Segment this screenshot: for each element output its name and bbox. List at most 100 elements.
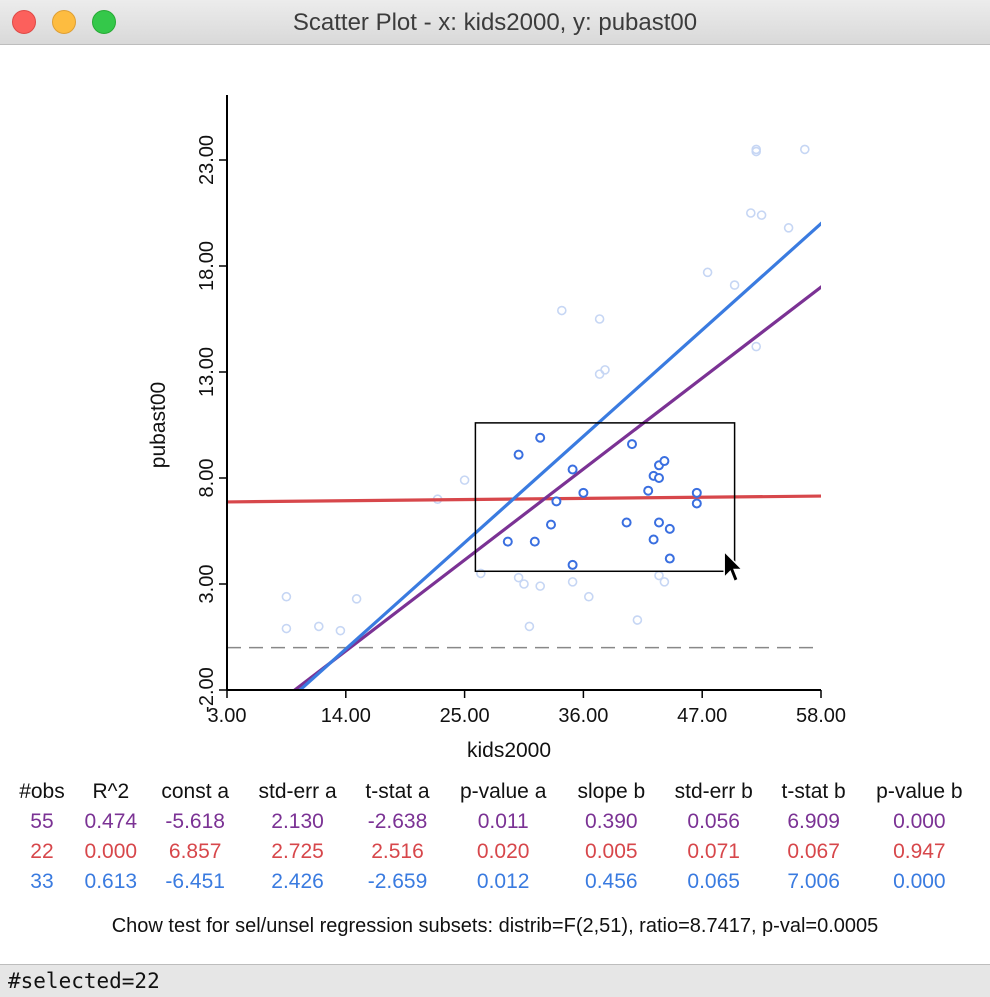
data-point-selected [691, 487, 702, 498]
stats-header-7: std-err b [674, 780, 753, 803]
stats-cell: -5.618 [165, 810, 225, 833]
stats-cell: 0.071 [687, 840, 740, 863]
data-point-selected [643, 485, 654, 496]
stats-row: 55 0.474 -5.618 2.130 -2.638 0.011 0.390 0.056 6… [10, 807, 980, 837]
data-point-unselected [729, 280, 740, 290]
stats-cell: 55 [30, 810, 54, 833]
selection-rectangle [474, 422, 736, 573]
y-tick-label: -2.00 [196, 667, 218, 713]
minimize-button[interactable] [52, 10, 76, 34]
data-point-unselected [799, 144, 810, 155]
data-point-unselected [313, 621, 324, 632]
zoom-button[interactable] [92, 10, 116, 34]
data-point-unselected [556, 305, 567, 316]
data-point-unselected [783, 223, 794, 233]
stats-row: 22 0.000 6.857 2.725 2.516 0.020 0.005 0.071 0.0… [10, 837, 980, 867]
stats-cell: 0.390 [585, 810, 638, 833]
scatter-plot-canvas[interactable]: 3.00 14.00 25.00 36.00 47.00 58.00-2.003.008.… [0, 44, 990, 774]
stats-cell: 0.020 [476, 840, 530, 863]
stats-cell: 2.426 [271, 870, 324, 893]
data-point-selected [567, 464, 578, 475]
stats-cell: 0.056 [687, 810, 740, 833]
data-point-unselected [281, 591, 292, 602]
data-point-selected [578, 487, 589, 498]
y-tick-label: 3.00 [196, 565, 218, 604]
status-bar: #selected=22 [0, 964, 990, 997]
data-point-selected [654, 517, 664, 528]
stats-cell: 0.474 [84, 810, 138, 833]
stats-header-row: #obs R^2 const a std-err a t-stat a p-value a… [10, 777, 980, 807]
y-tick-label: 18.00 [196, 241, 218, 291]
stats-cell: -2.638 [367, 810, 428, 833]
stats-header-9: p-value b [876, 780, 963, 803]
chow-test-text: Chow test for sel/unsel regression subse… [111, 915, 879, 937]
data-point-unselected [751, 341, 762, 352]
stats-header-8: t-stat b [781, 780, 846, 803]
regression-stats-table: #obs R^2 const a std-err a t-stat a p-value a… [10, 777, 980, 897]
stats-cell: 0.012 [476, 870, 530, 893]
data-point-unselected [351, 594, 362, 604]
stats-cell: 33 [30, 870, 54, 893]
stats-header-1: R^2 [92, 780, 130, 803]
data-point-unselected [519, 579, 529, 589]
data-point-unselected [745, 208, 756, 218]
data-point-unselected [459, 475, 470, 485]
data-point-unselected [594, 314, 605, 324]
data-point-unselected [567, 577, 578, 587]
stats-cell: 0.000 [84, 840, 138, 863]
data-point-unselected [756, 210, 767, 220]
data-point-selected [502, 536, 513, 547]
stats-cell: 2.516 [371, 840, 424, 863]
x-tick-label: 25.00 [440, 705, 490, 727]
stats-header-0: #obs [19, 780, 65, 803]
data-point-unselected [524, 621, 535, 632]
x-tick-label: 36.00 [558, 705, 608, 727]
close-button[interactable] [12, 10, 36, 34]
data-point-unselected [535, 581, 546, 591]
data-point-selected [621, 517, 632, 528]
regression-line-selected [297, 221, 821, 690]
data-point-selected [535, 432, 546, 443]
stats-cell: 0.011 [477, 810, 529, 833]
x-tick-label: 47.00 [677, 705, 727, 727]
x-tick-label: 58.00 [796, 705, 846, 727]
stats-cell: 0.947 [893, 840, 946, 863]
data-point-selected [529, 536, 540, 547]
stats-cell: -6.451 [165, 870, 225, 893]
window-title: Scatter Plot - x: kids2000, y: pubast00 [292, 9, 698, 36]
data-point-unselected [513, 572, 524, 583]
stats-header-5: p-value a [459, 780, 547, 803]
data-point-selected [513, 449, 524, 460]
stats-cell: 2.130 [271, 810, 324, 833]
x-tick-label: 14.00 [321, 705, 371, 727]
stats-cell: 0.005 [585, 840, 638, 863]
stats-header-6: slope b [577, 780, 646, 803]
data-point-unselected [281, 623, 292, 634]
x-axis-label: kids2000 [467, 739, 551, 762]
data-point-unselected [583, 591, 594, 602]
y-axis-label: pubast00 [147, 382, 170, 468]
data-point-unselected [594, 369, 605, 379]
data-point-selected [627, 439, 637, 450]
data-point-selected [546, 519, 556, 530]
stats-header-3: std-err a [258, 780, 337, 803]
y-tick-label: 13.00 [196, 347, 218, 397]
data-point-selected [691, 498, 702, 509]
regression-line-unselected [227, 494, 821, 504]
data-point-unselected [702, 267, 713, 278]
stats-cell: -2.659 [367, 870, 428, 893]
data-point-unselected [600, 365, 610, 375]
y-tick-label: 8.00 [196, 459, 218, 498]
stats-cell: 6.857 [168, 840, 222, 863]
data-point-unselected [659, 577, 670, 587]
stats-cell: 0.000 [893, 870, 946, 893]
data-point-unselected [751, 146, 762, 157]
stats-cell: 0.065 [687, 870, 740, 893]
stats-cell: 2.725 [271, 840, 324, 863]
stats-cell: 22 [30, 840, 54, 863]
data-point-unselected [475, 568, 486, 579]
stats-cell: 0.456 [585, 870, 638, 893]
x-tick-label: 3.00 [208, 705, 247, 727]
data-point-selected [551, 496, 562, 507]
